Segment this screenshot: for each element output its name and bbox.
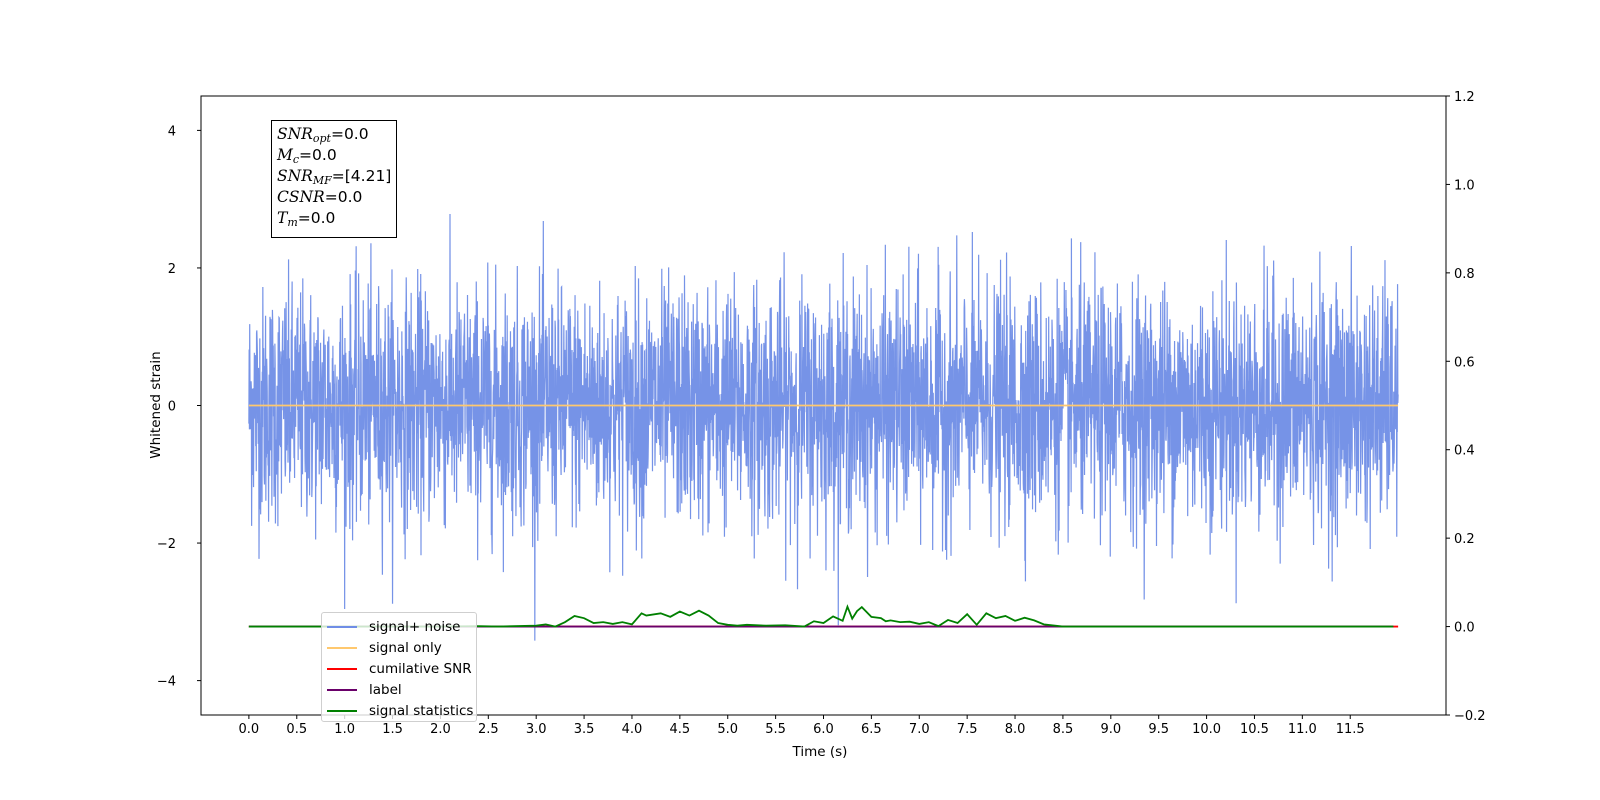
y-axis-label: Whitened strain <box>148 351 164 458</box>
legend-swatch <box>327 709 357 712</box>
y-tick-label: −4 <box>157 675 176 690</box>
annotation-value: =0.0 <box>297 209 336 227</box>
x-axis-label: Time (s) <box>792 744 848 760</box>
annotation-symbol: T <box>277 209 288 227</box>
annotation-symbol: SNR <box>277 167 313 185</box>
legend-label: cumilative SNR <box>369 660 472 677</box>
legend-swatch <box>327 688 357 691</box>
legend: signal+ noise signal only cumilative SNR la… <box>321 612 477 722</box>
x-tick-label: 2.0 <box>430 722 451 737</box>
x-tick-label: 9.5 <box>1148 722 1169 737</box>
annotation-box: SNRopt=0.0 Mc=0.0 SNRMF=[4.21] CSNR=0.0 Tm=0… <box>271 120 397 238</box>
annotation-symbol: M <box>277 146 293 164</box>
y-axis-left: −4 −2 0 2 4 <box>157 124 201 690</box>
annotation-value: =0.0 <box>330 125 369 143</box>
series-line-4 <box>248 604 1394 628</box>
legend-label: signal statistics <box>369 702 474 719</box>
legend-item: signal+ noise <box>322 616 476 637</box>
legend-swatch <box>327 667 357 670</box>
annotation-subscript: MF <box>312 174 332 187</box>
y2-tick-label: −0.2 <box>1454 709 1486 724</box>
legend-item: cumilative SNR <box>322 658 476 679</box>
x-tick-label: 11.0 <box>1288 722 1317 737</box>
legend-swatch <box>327 625 357 628</box>
x-axis: 0.0 0.5 1.0 1.5 2.0 2.5 3.0 3.5 4.0 4.5 5.0 5.5 6.0 6… <box>239 715 1365 737</box>
x-tick-label: 11.5 <box>1336 722 1365 737</box>
x-tick-label: 5.5 <box>765 722 786 737</box>
y-tick-label: 4 <box>168 124 176 139</box>
annotation-value: =[4.21] <box>331 167 392 185</box>
legend-item: label <box>322 679 476 700</box>
x-tick-label: 3.0 <box>526 722 547 737</box>
annotation-line: Mc=0.0 <box>277 145 391 166</box>
x-tick-label: 5.0 <box>717 722 738 737</box>
x-tick-label: 8.0 <box>1005 722 1026 737</box>
legend-swatch <box>327 646 357 649</box>
y-tick-label: −2 <box>157 537 176 552</box>
y2-tick-label: 1.2 <box>1454 90 1475 105</box>
y2-tick-label: 0.4 <box>1454 444 1475 459</box>
y2-tick-label: 0.2 <box>1454 532 1475 547</box>
y2-tick-label: 0.8 <box>1454 267 1475 282</box>
annotation-line: SNRopt=0.0 <box>277 124 391 145</box>
x-tick-label: 8.5 <box>1053 722 1074 737</box>
x-tick-label: 2.5 <box>478 722 499 737</box>
legend-item: signal only <box>322 637 476 658</box>
signal-noise-series <box>248 214 1399 641</box>
annotation-symbol: CSNR <box>277 188 325 206</box>
x-tick-label: 10.5 <box>1240 722 1269 737</box>
x-tick-label: 0.5 <box>286 722 307 737</box>
annotation-line: Tm=0.0 <box>277 208 391 229</box>
y-axis-right: −0.2 0.0 0.2 0.4 0.6 0.8 1.0 1.2 <box>1446 90 1486 724</box>
x-tick-label: 4.0 <box>622 722 643 737</box>
x-tick-label: 7.5 <box>957 722 978 737</box>
annotation-value: =0.0 <box>324 188 363 206</box>
x-tick-label: 3.5 <box>574 722 595 737</box>
annotation-subscript: c <box>292 153 300 166</box>
legend-label: signal+ noise <box>369 618 461 635</box>
y2-tick-label: 0.6 <box>1454 355 1475 370</box>
x-tick-label: 6.5 <box>861 722 882 737</box>
x-tick-label: 10.0 <box>1192 722 1221 737</box>
x-tick-label: 0.0 <box>239 722 260 737</box>
x-tick-label: 7.0 <box>909 722 930 737</box>
legend-item: signal statistics <box>322 700 476 721</box>
annotation-value: =0.0 <box>299 146 337 164</box>
x-tick-label: 4.5 <box>670 722 691 737</box>
legend-label: label <box>369 681 402 698</box>
annotation-line: CSNR=0.0 <box>277 187 391 208</box>
y2-tick-label: 0.0 <box>1454 621 1475 636</box>
annotation-line: SNRMF=[4.21] <box>277 166 391 187</box>
x-tick-label: 9.0 <box>1100 722 1121 737</box>
annotation-subscript: m <box>287 216 298 229</box>
signal-noise-line <box>248 214 1399 641</box>
legend-label: signal only <box>369 639 442 656</box>
annotation-symbol: SNR <box>277 125 313 143</box>
x-tick-label: 1.5 <box>382 722 403 737</box>
x-tick-label: 6.0 <box>813 722 834 737</box>
y-tick-label: 0 <box>168 400 176 415</box>
y2-tick-label: 1.0 <box>1454 178 1475 193</box>
x-tick-label: 1.0 <box>334 722 355 737</box>
y-tick-label: 2 <box>168 262 176 277</box>
annotation-subscript: opt <box>312 132 331 145</box>
